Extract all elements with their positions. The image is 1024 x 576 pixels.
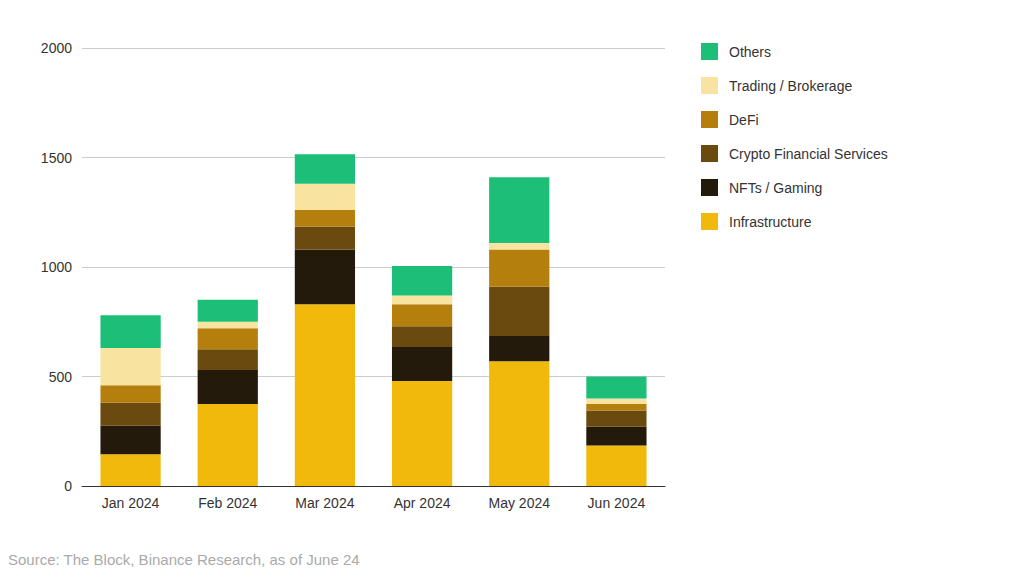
svg-text:Mar 2024: Mar 2024 [295,495,354,511]
svg-text:Infrastructure: Infrastructure [729,214,812,230]
svg-text:0: 0 [64,478,72,494]
svg-text:Apr 2024: Apr 2024 [394,495,451,511]
svg-text:Feb 2024: Feb 2024 [198,495,257,511]
svg-text:DeFi: DeFi [729,112,759,128]
svg-text:Trading / Brokerage: Trading / Brokerage [729,78,852,94]
svg-text:May 2024: May 2024 [489,495,551,511]
svg-text:500: 500 [49,369,73,385]
svg-text:Others: Others [729,44,771,60]
svg-text:2000: 2000 [41,40,72,56]
svg-text:NFTs / Gaming: NFTs / Gaming [729,180,822,196]
svg-text:Jan 2024: Jan 2024 [102,495,160,511]
svg-text:Source: The Block, Binance Res: Source: The Block, Binance Research, as … [8,551,360,568]
svg-text:Crypto Financial Services: Crypto Financial Services [729,146,888,162]
svg-text:Jun 2024: Jun 2024 [588,495,646,511]
svg-text:1500: 1500 [41,150,72,166]
svg-text:1000: 1000 [41,259,72,275]
